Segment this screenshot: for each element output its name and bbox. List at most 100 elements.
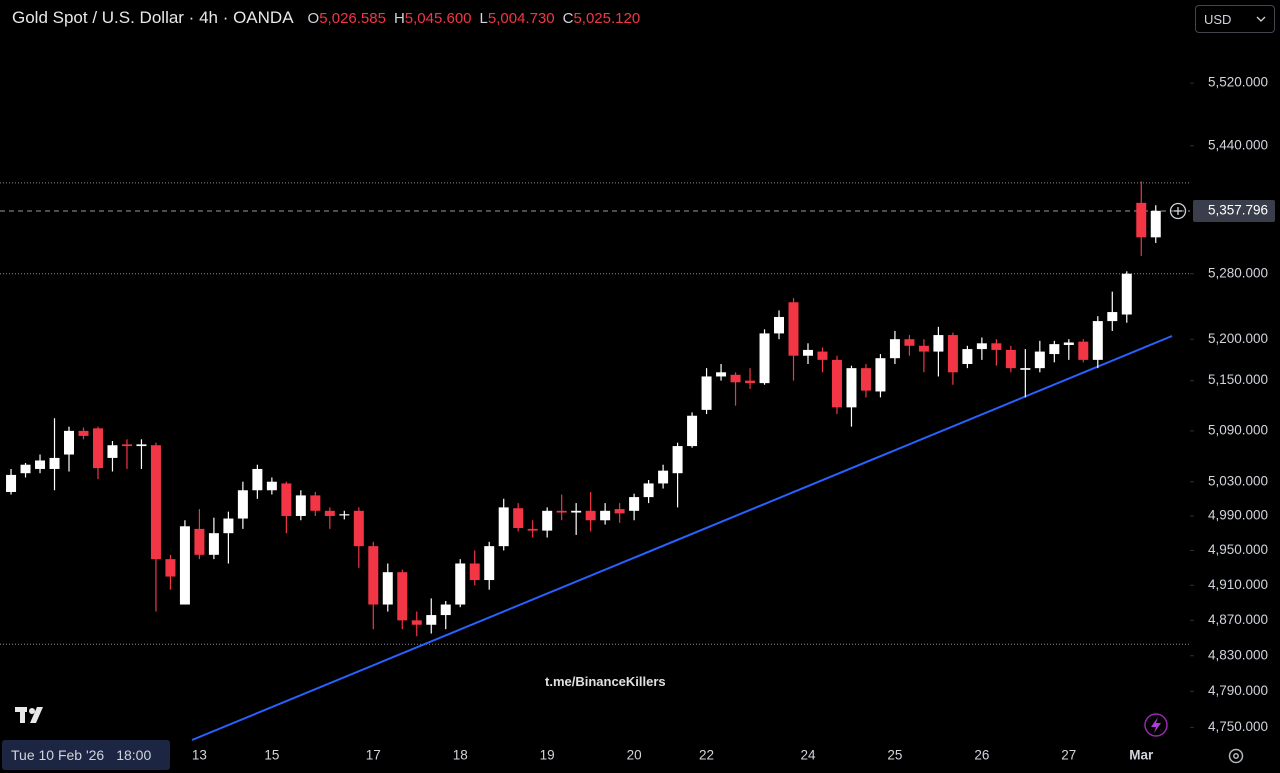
- candle-body: [252, 468, 263, 491]
- candle-body: [440, 604, 451, 616]
- candle-body: [802, 349, 813, 356]
- candle-body: [455, 563, 466, 605]
- x-tick-label: Mar: [1129, 748, 1154, 763]
- candle-body: [1063, 342, 1074, 345]
- candle-body: [397, 572, 408, 621]
- candle-body: [571, 510, 582, 513]
- candle-body: [904, 339, 915, 346]
- candle-body: [208, 533, 219, 555]
- candle-body: [223, 518, 234, 534]
- settings-icon[interactable]: [1228, 748, 1244, 764]
- candle-body: [64, 430, 75, 455]
- alert-icon[interactable]: [1144, 713, 1168, 737]
- candle-body: [1034, 351, 1045, 369]
- candle-body: [484, 546, 495, 581]
- crosshair-date: Tue 10 Feb '26: [11, 747, 105, 763]
- x-tick-label: 17: [366, 748, 381, 763]
- candle-body: [179, 526, 190, 605]
- candle-body: [701, 376, 712, 410]
- x-tick-label: 20: [627, 748, 642, 763]
- x-tick-label: 15: [264, 748, 279, 763]
- currency-select[interactable]: USD: [1195, 5, 1275, 33]
- candle-body: [1005, 349, 1016, 369]
- candle-body: [150, 445, 161, 560]
- candle-body: [107, 445, 118, 458]
- candle-body: [817, 351, 828, 360]
- y-tick-label: 4,870.000: [1208, 612, 1268, 627]
- dropdown-caret: [1256, 16, 1266, 22]
- y-tick-label: 5,200.000: [1208, 331, 1268, 346]
- candle-body: [136, 444, 147, 447]
- candle-body: [35, 460, 46, 469]
- candle-body: [672, 446, 683, 474]
- candle-body: [1121, 273, 1132, 315]
- x-tick-label: 13: [192, 748, 207, 763]
- y-tick-label: 5,150.000: [1208, 372, 1268, 387]
- candle-body: [498, 507, 509, 547]
- candle-body: [92, 428, 103, 469]
- candle-body: [6, 474, 17, 492]
- candles: [6, 181, 1161, 637]
- candle-body: [542, 510, 553, 531]
- y-tick-label: 5,030.000: [1208, 473, 1268, 488]
- crosshair-time-label: Tue 10 Feb '26 18:00: [2, 740, 170, 770]
- candle-body: [513, 508, 524, 529]
- candle-body: [774, 316, 785, 334]
- candle-body: [426, 615, 437, 625]
- axes: 4,750.000 4,790.000 4,830.000 4,870.000 4,91…: [192, 75, 1275, 763]
- candle-body: [947, 335, 958, 373]
- x-tick-label: 18: [453, 748, 468, 763]
- y-tick-label: 5,520.000: [1208, 75, 1268, 90]
- candle-body: [788, 302, 799, 356]
- candle-body: [889, 339, 900, 359]
- candle-body: [353, 510, 364, 547]
- candle-body: [730, 374, 741, 383]
- x-tick-label: 19: [540, 748, 555, 763]
- candle-body: [962, 349, 973, 364]
- y-tick-label: 5,280.000: [1208, 265, 1268, 280]
- symbol-title: Gold Spot / U.S. Dollar · 4h · OANDA: [12, 8, 294, 27]
- y-tick-label: 4,990.000: [1208, 508, 1268, 523]
- ohlc-key: C: [562, 9, 574, 27]
- x-tick-label: 25: [887, 748, 902, 763]
- candle-body: [469, 563, 480, 581]
- candle-body: [78, 430, 89, 436]
- plus-circle: [1169, 202, 1187, 220]
- candle-body: [658, 470, 669, 484]
- y-tick-label: 5,440.000: [1208, 137, 1268, 152]
- ohlc-key: H: [393, 9, 405, 27]
- x-tick-label: 27: [1061, 748, 1076, 763]
- x-tick-label: 26: [974, 748, 989, 763]
- ohlc-key: L: [479, 9, 488, 27]
- add-alert-button[interactable]: [1169, 202, 1187, 220]
- logo: [15, 707, 43, 723]
- candle-body: [1150, 210, 1161, 238]
- ohlc-value: 5,026.585: [319, 9, 386, 27]
- candle-body: [121, 444, 132, 447]
- candle-body: [382, 572, 393, 605]
- x-tick-label: 22: [699, 748, 714, 763]
- last-price-box: [1193, 199, 1275, 222]
- candle-body: [643, 483, 654, 498]
- watermark: t.me/BinanceKillers: [545, 674, 666, 689]
- candle-body: [933, 335, 944, 352]
- candle-body: [20, 464, 31, 474]
- candle-body: [368, 546, 379, 605]
- levels: [0, 182, 1190, 645]
- candle-body: [295, 495, 306, 516]
- candle-body: [1020, 368, 1031, 370]
- candle-body: [759, 333, 770, 384]
- candle-body: [716, 372, 727, 377]
- candle-body: [918, 345, 929, 352]
- candle-body: [875, 358, 886, 392]
- candle-body: [976, 343, 987, 350]
- candle-body: [1107, 312, 1118, 322]
- candle-body: [991, 343, 1002, 350]
- candle-body: [860, 368, 871, 391]
- candle-body: [324, 510, 335, 516]
- y-tick-label: 4,790.000: [1208, 683, 1268, 698]
- candle-body: [49, 457, 60, 469]
- candle-body: [556, 510, 567, 513]
